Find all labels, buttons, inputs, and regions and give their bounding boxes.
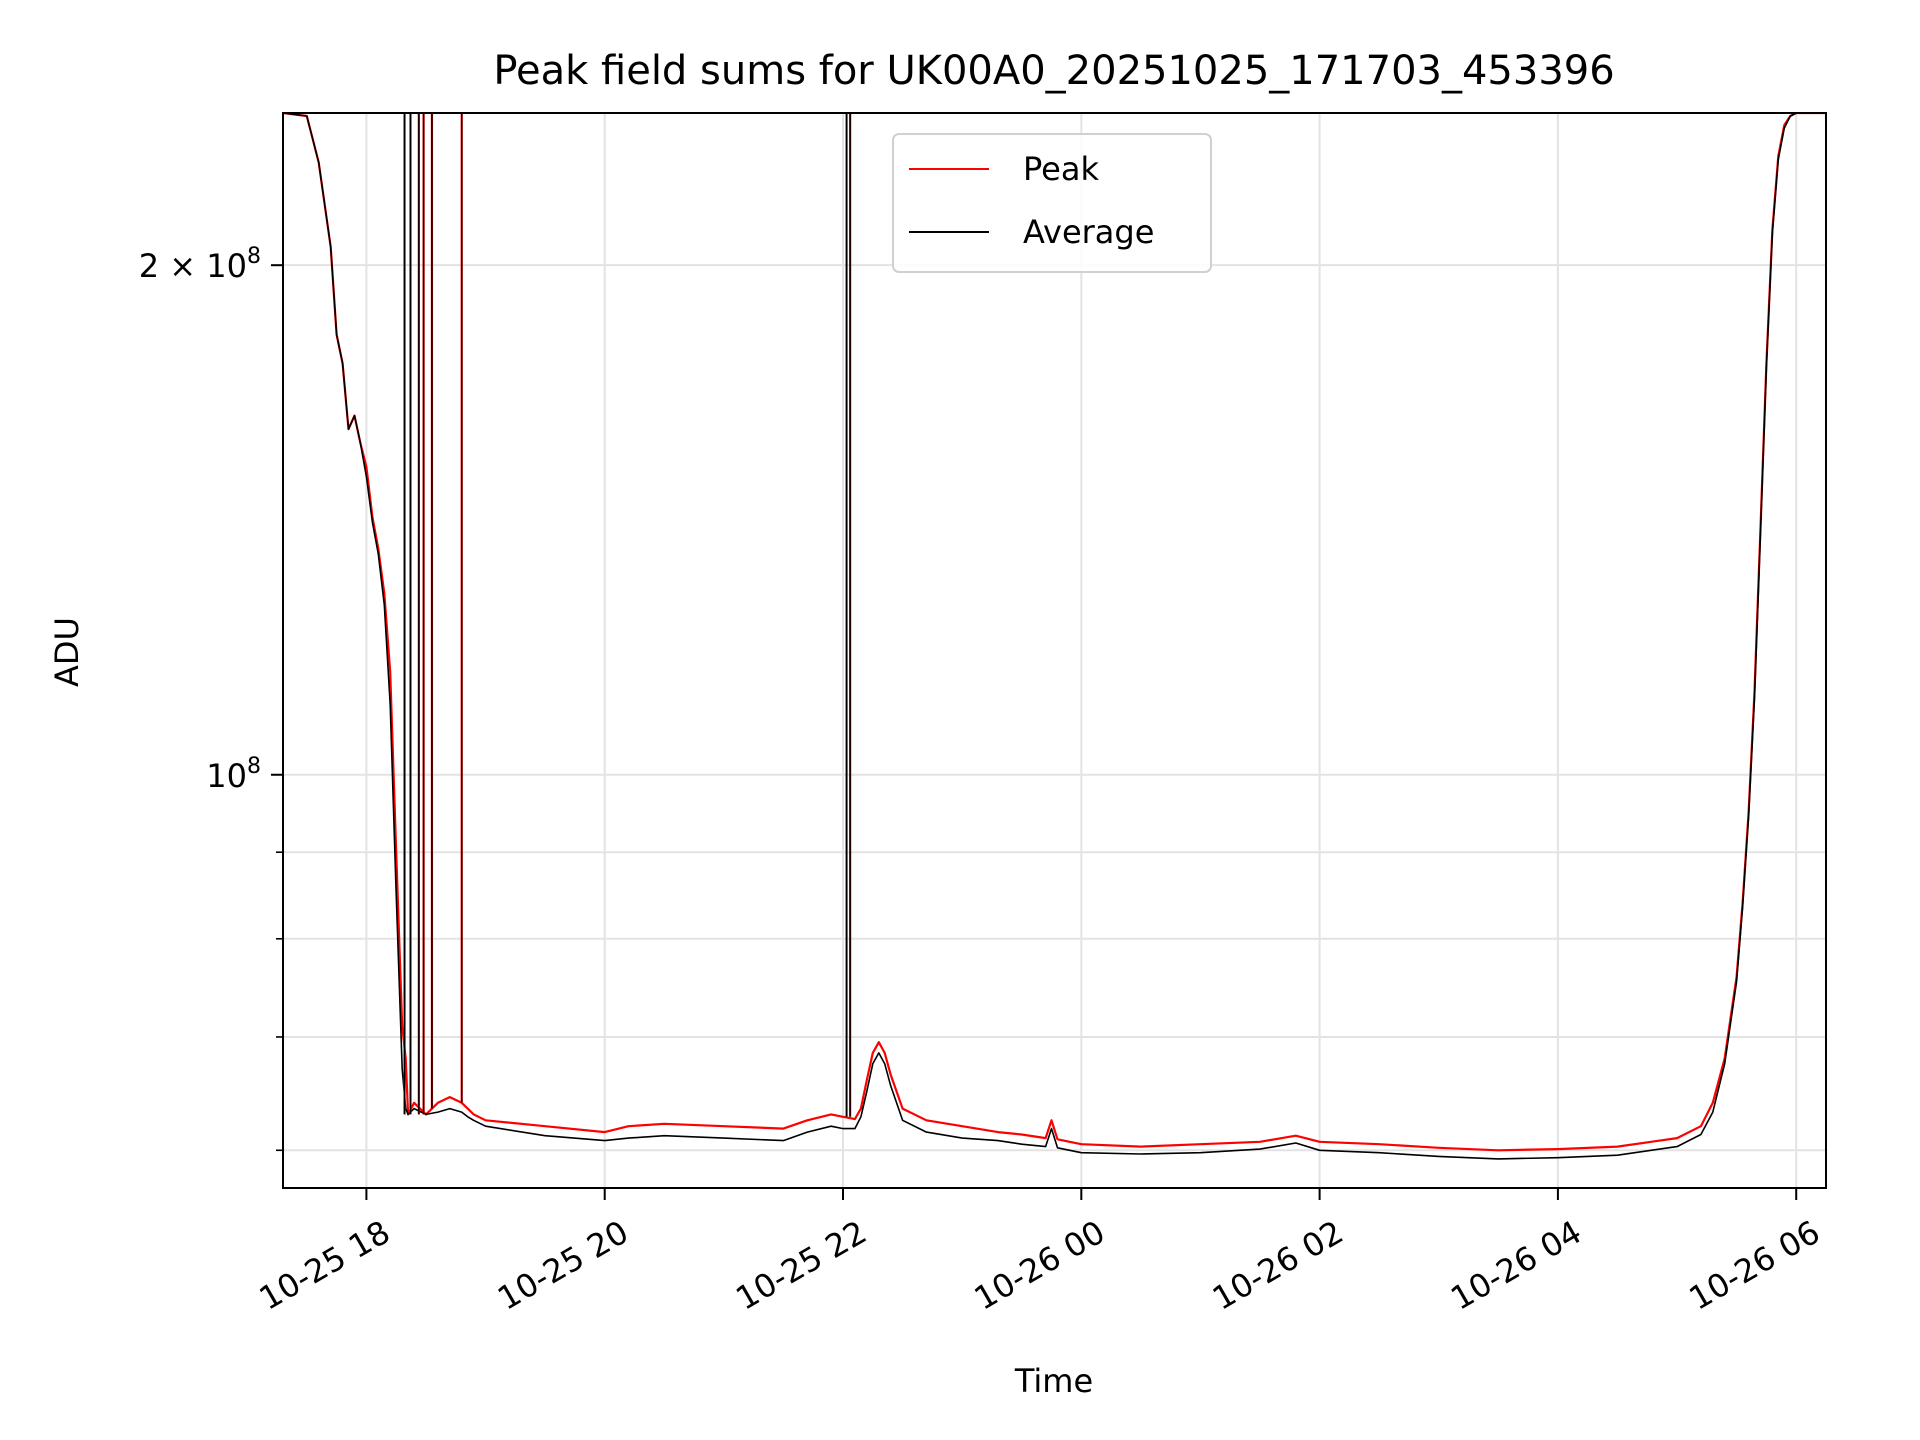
x-axis-label: Time [1014,1362,1093,1400]
y-tick-label-base: 10 [206,757,247,795]
y-tick-label-base: 2 × 10 [139,247,247,285]
y-tick-label-exponent: 8 [247,244,261,269]
y-tick-label: 108 [206,754,261,795]
y-axis-label: ADU [48,617,86,687]
chart-title: Peak field sums for UK00A0_20251025_1717… [493,48,1614,94]
grid [283,113,1826,1188]
legend: Peak Average [892,133,1212,273]
series-line-average [283,113,1826,1160]
axes-frame [282,112,1827,1189]
legend-label-peak: Peak [1023,150,1099,188]
plot-area [283,113,1826,1160]
y-tick-label: 2 × 108 [139,244,261,285]
legend-label-average: Average [1023,213,1154,251]
y-tick-label-exponent: 8 [247,754,261,779]
